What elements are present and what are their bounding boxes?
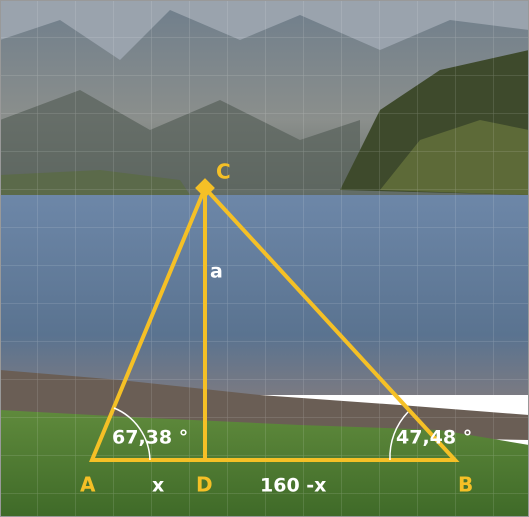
point-label: B (458, 473, 473, 497)
point-label: A (80, 473, 96, 497)
segment-label: a (210, 261, 223, 283)
angle-label: 67,38 ° (112, 427, 188, 449)
angle-arc-b (389, 411, 409, 461)
segment-label: 160 -x (260, 475, 326, 497)
angle-label: 47,48 ° (396, 427, 472, 449)
segment-label: x (152, 475, 164, 497)
triangle (89, 178, 460, 462)
triangle-outline (89, 184, 460, 462)
point-label: D (196, 473, 213, 497)
point-label: C (216, 160, 231, 184)
angle-arc-a (113, 407, 151, 461)
vertex-c (195, 178, 215, 198)
